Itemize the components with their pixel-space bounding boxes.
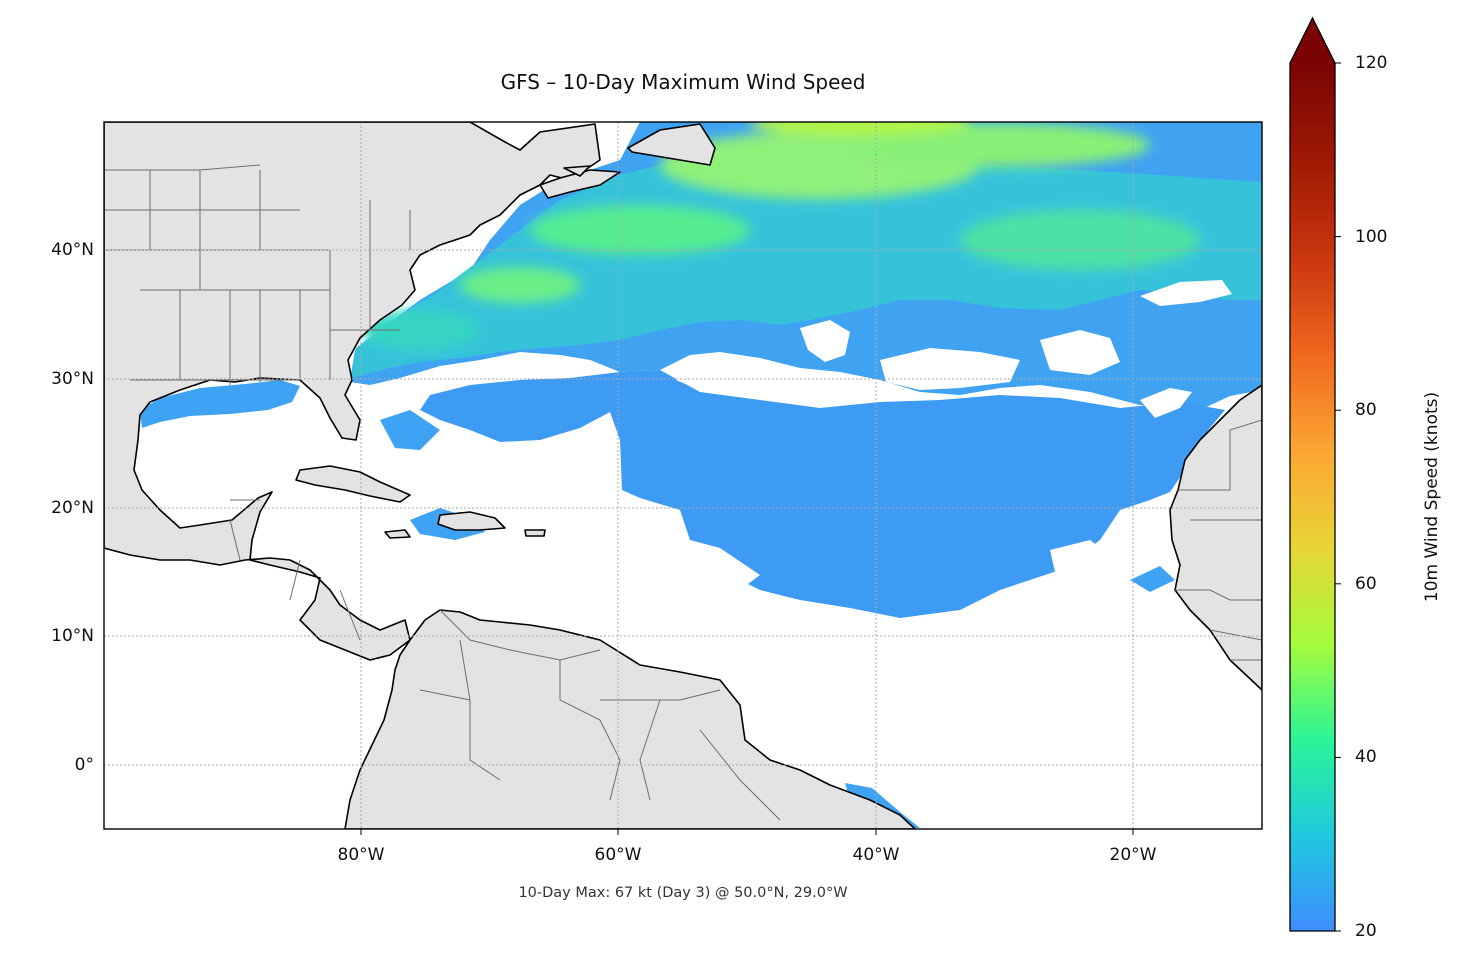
lat-label: 40°N bbox=[51, 240, 94, 260]
land-jamaica bbox=[384, 529, 411, 539]
map-plot-area bbox=[104, 122, 1262, 829]
wind-core-coast bbox=[360, 310, 480, 350]
lat-label: 30°N bbox=[51, 369, 94, 389]
map-frame bbox=[103, 121, 1263, 830]
max-wind-footnote: 10-Day Max: 67 kt (Day 3) @ 50.0°N, 29.0… bbox=[518, 885, 848, 901]
axis-ticks bbox=[360, 829, 1134, 835]
wind-core-east bbox=[960, 210, 1200, 270]
map-title: GFS – 10-Day Maximum Wind Speed bbox=[500, 70, 866, 94]
colorbar-tick-label: 20 bbox=[1355, 921, 1377, 941]
wind-patch-gulf bbox=[140, 380, 300, 428]
land-cuba bbox=[295, 465, 411, 503]
colorbar bbox=[1289, 16, 1341, 932]
wind-core-central bbox=[530, 205, 750, 255]
lon-label: 40°W bbox=[852, 845, 900, 865]
land-nova-scotia bbox=[539, 169, 621, 199]
colorbar-title: 10m Wind Speed (knots) bbox=[1422, 391, 1442, 603]
lat-label: 0° bbox=[74, 755, 94, 775]
wind-core-northeast bbox=[850, 123, 1150, 167]
wind-patch-bahamas bbox=[380, 410, 440, 450]
colorbar-tick-label: 100 bbox=[1355, 227, 1388, 247]
political-borders bbox=[104, 164, 1262, 821]
lon-label: 60°W bbox=[594, 845, 642, 865]
wind-field-peaks bbox=[360, 122, 1200, 350]
colorbar-outline bbox=[1289, 16, 1336, 932]
lon-label: 20°W bbox=[1109, 845, 1157, 865]
land-south-america bbox=[344, 609, 916, 829]
colorbar-bar bbox=[1290, 63, 1335, 931]
lat-label: 20°N bbox=[51, 498, 94, 518]
land-hispaniola bbox=[437, 511, 506, 531]
land-north-america bbox=[104, 122, 601, 661]
land-masses bbox=[104, 122, 1262, 829]
wind-core-peak bbox=[750, 122, 970, 136]
colorbar-tick-label: 120 bbox=[1355, 53, 1388, 73]
land-puerto-rico bbox=[524, 529, 546, 537]
land-newfoundland bbox=[627, 123, 716, 166]
land-pei bbox=[563, 165, 591, 177]
lat-label: 10°N bbox=[51, 626, 94, 646]
colorbar-ticks bbox=[1335, 62, 1341, 932]
lon-label: 80°W bbox=[337, 845, 385, 865]
wind-field-trade-band bbox=[420, 370, 1225, 618]
colorbar-extend-arrow bbox=[1290, 18, 1335, 63]
colorbar-tick-label: 60 bbox=[1355, 574, 1377, 594]
land-west-africa bbox=[1169, 384, 1262, 691]
wind-field bbox=[106, 122, 1262, 828]
colorbar-tick-label: 40 bbox=[1355, 747, 1377, 767]
wind-patch-west-africa bbox=[1130, 566, 1175, 592]
colorbar-tick-label: 80 bbox=[1355, 400, 1377, 420]
wind-field-west-atlantic bbox=[350, 150, 1262, 378]
wind-core-west bbox=[460, 267, 580, 303]
gridlines bbox=[104, 122, 1262, 829]
